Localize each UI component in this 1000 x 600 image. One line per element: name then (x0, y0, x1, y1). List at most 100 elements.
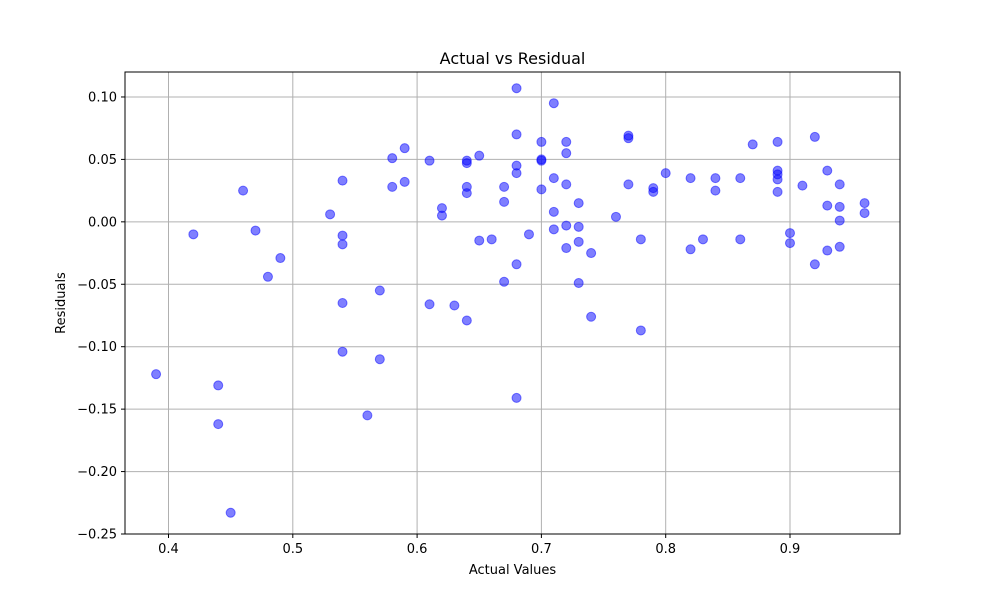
data-point (710, 185, 721, 196)
data-points (151, 83, 870, 518)
data-point (337, 175, 348, 186)
y-tick-label: −0.25 (77, 528, 117, 543)
data-point (262, 271, 273, 282)
data-point (735, 173, 746, 184)
plot-frame (124, 71, 901, 535)
data-point (511, 259, 522, 270)
data-point (499, 196, 510, 207)
data-point (474, 150, 485, 161)
x-tick-label: 0.8 (655, 542, 676, 557)
data-point (523, 229, 534, 240)
data-point (325, 209, 336, 220)
data-point (213, 419, 224, 430)
data-point (275, 253, 286, 264)
data-point (784, 238, 795, 249)
data-point (536, 184, 547, 195)
data-point (772, 174, 783, 185)
data-point (573, 221, 584, 232)
data-point (635, 234, 646, 245)
data-point (337, 298, 348, 308)
data-point (834, 215, 845, 226)
data-point (499, 181, 510, 192)
data-point (697, 234, 708, 245)
data-point (822, 245, 833, 256)
y-tick-label: 0.05 (88, 153, 117, 168)
data-point (635, 325, 646, 336)
data-point (213, 380, 224, 391)
data-point (151, 369, 162, 380)
grid-lines (125, 72, 900, 535)
data-point (561, 179, 572, 190)
y-tick-label: −0.10 (77, 340, 117, 355)
data-point (561, 136, 572, 147)
data-point (374, 285, 385, 296)
data-point (387, 181, 398, 192)
y-axis-ticks: −0.25 −0.20 −0.15 −0.10 −0.05 0.00 0.05 0.10 (77, 90, 125, 543)
data-point (424, 299, 435, 310)
data-point (610, 211, 621, 222)
data-point (784, 228, 795, 239)
data-point (573, 198, 584, 209)
data-point (623, 179, 634, 190)
data-point (859, 208, 870, 219)
data-point (660, 168, 671, 179)
y-tick-label: 0.00 (88, 215, 117, 230)
chart-title: Actual vs Residual (440, 49, 586, 68)
data-point (561, 243, 572, 254)
x-tick-label: 0.5 (282, 542, 303, 557)
data-point (685, 173, 696, 184)
data-point (809, 131, 820, 142)
y-tick-label: −0.15 (77, 403, 117, 418)
data-point (399, 143, 410, 154)
data-point (623, 133, 634, 144)
data-point (548, 224, 559, 235)
x-axis-ticks: 0.4 0.5 0.6 0.7 0.8 0.9 (158, 534, 800, 557)
data-point (374, 354, 385, 365)
y-tick-label: 0.10 (88, 90, 117, 105)
data-point (250, 225, 261, 236)
data-point (797, 180, 808, 191)
x-tick-label: 0.4 (158, 542, 179, 557)
data-point (511, 168, 522, 179)
data-point (337, 346, 348, 357)
data-point (586, 311, 597, 322)
data-point (449, 300, 460, 311)
data-point (834, 241, 845, 252)
data-point (710, 173, 721, 184)
data-point (859, 198, 870, 209)
data-point (511, 129, 522, 140)
data-point (834, 179, 845, 190)
data-point (747, 139, 758, 150)
data-point (436, 210, 447, 221)
data-point (399, 176, 410, 187)
x-axis-title: Actual Values (469, 563, 557, 578)
data-point (486, 234, 497, 245)
data-point (536, 136, 547, 147)
y-tick-label: −0.05 (77, 278, 117, 293)
data-point (238, 185, 249, 196)
data-point (735, 234, 746, 245)
data-point (561, 148, 572, 159)
data-point (387, 153, 398, 164)
data-point (337, 239, 348, 250)
data-point (461, 188, 472, 199)
data-point (573, 236, 584, 247)
data-point (809, 259, 820, 270)
data-point (586, 248, 597, 259)
data-point (685, 244, 696, 255)
data-point (499, 276, 510, 287)
data-point (648, 186, 659, 197)
data-point (511, 392, 522, 403)
data-point (188, 229, 199, 240)
data-point (536, 155, 547, 166)
data-point (822, 200, 833, 211)
x-tick-label: 0.9 (780, 542, 801, 557)
data-point (561, 220, 572, 231)
data-point (474, 235, 485, 246)
data-point (548, 98, 559, 109)
data-point (424, 155, 435, 166)
data-point (511, 83, 522, 94)
y-tick-label: −0.20 (77, 465, 117, 480)
y-axis-title: Residuals (54, 272, 69, 334)
